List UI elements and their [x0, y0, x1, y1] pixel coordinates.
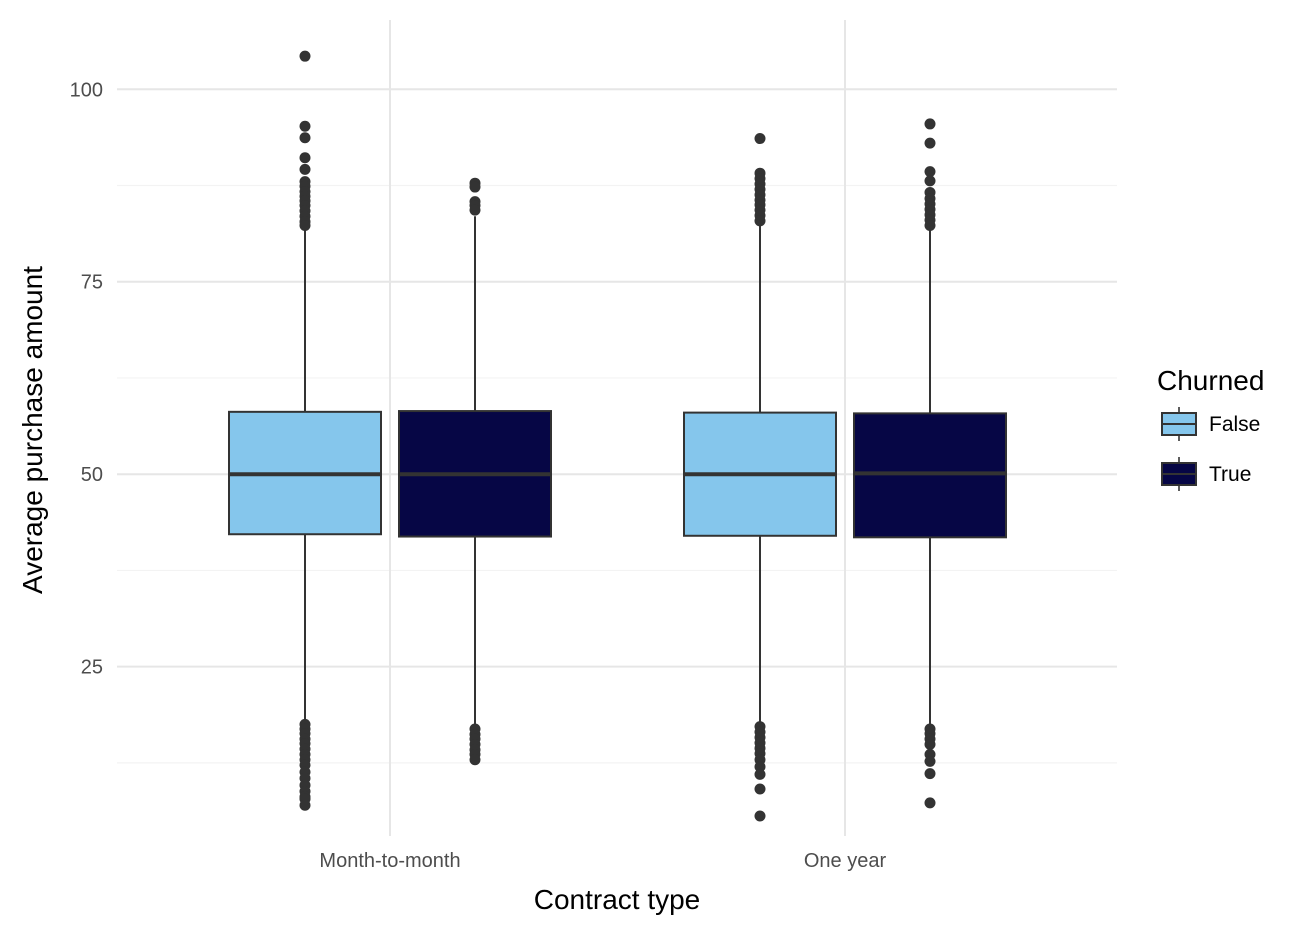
- outlier-point: [754, 783, 766, 795]
- outlier-point: [299, 50, 311, 62]
- legend-label: False: [1209, 413, 1260, 436]
- outlier-point: [924, 768, 936, 780]
- outlier-point: [754, 761, 766, 773]
- x-tick-label: One year: [804, 850, 887, 872]
- x-tick-label: Month-to-month: [319, 850, 460, 872]
- x-axis-title: Contract type: [534, 884, 701, 915]
- legend-item: False: [1161, 407, 1260, 441]
- outlier-point: [469, 204, 481, 216]
- outlier-point: [924, 738, 936, 750]
- outlier-point: [299, 120, 311, 132]
- outlier-point: [299, 132, 311, 144]
- outlier-point: [754, 215, 766, 227]
- outlier-point: [924, 175, 936, 187]
- outlier-point: [754, 133, 766, 145]
- box-group: [398, 177, 552, 766]
- y-tick-label: 100: [70, 79, 103, 101]
- outlier-point: [469, 754, 481, 766]
- legend-items: False True: [1161, 407, 1260, 491]
- legend-title: Churned: [1157, 365, 1264, 396]
- outlier-point: [924, 797, 936, 809]
- legend-item: True: [1161, 457, 1251, 491]
- outlier-point: [924, 755, 936, 767]
- outlier-point: [469, 181, 481, 193]
- legend: Churned False True: [1157, 365, 1264, 491]
- box-group: [853, 118, 1007, 809]
- box-group: [228, 50, 382, 811]
- y-tick-label: 25: [81, 657, 103, 679]
- x-tick-labels: Month-to-month One year: [319, 850, 886, 872]
- outlier-point: [924, 118, 936, 130]
- box-plot-area: [228, 50, 1007, 822]
- outlier-point: [754, 768, 766, 780]
- outlier-point: [299, 163, 311, 175]
- outlier-point: [299, 220, 311, 232]
- outlier-point: [299, 152, 311, 164]
- outlier-point: [924, 137, 936, 149]
- y-tick-label: 75: [81, 272, 103, 294]
- outlier-point: [924, 220, 936, 232]
- outlier-point: [924, 166, 936, 178]
- box-group: [683, 133, 837, 822]
- outlier-point: [299, 799, 311, 811]
- outlier-point: [754, 810, 766, 822]
- y-axis-title: Average purchase amount: [17, 266, 48, 594]
- y-tick-labels: 25 50 75 100: [70, 79, 103, 678]
- y-tick-label: 50: [81, 464, 103, 486]
- legend-label: True: [1209, 463, 1251, 486]
